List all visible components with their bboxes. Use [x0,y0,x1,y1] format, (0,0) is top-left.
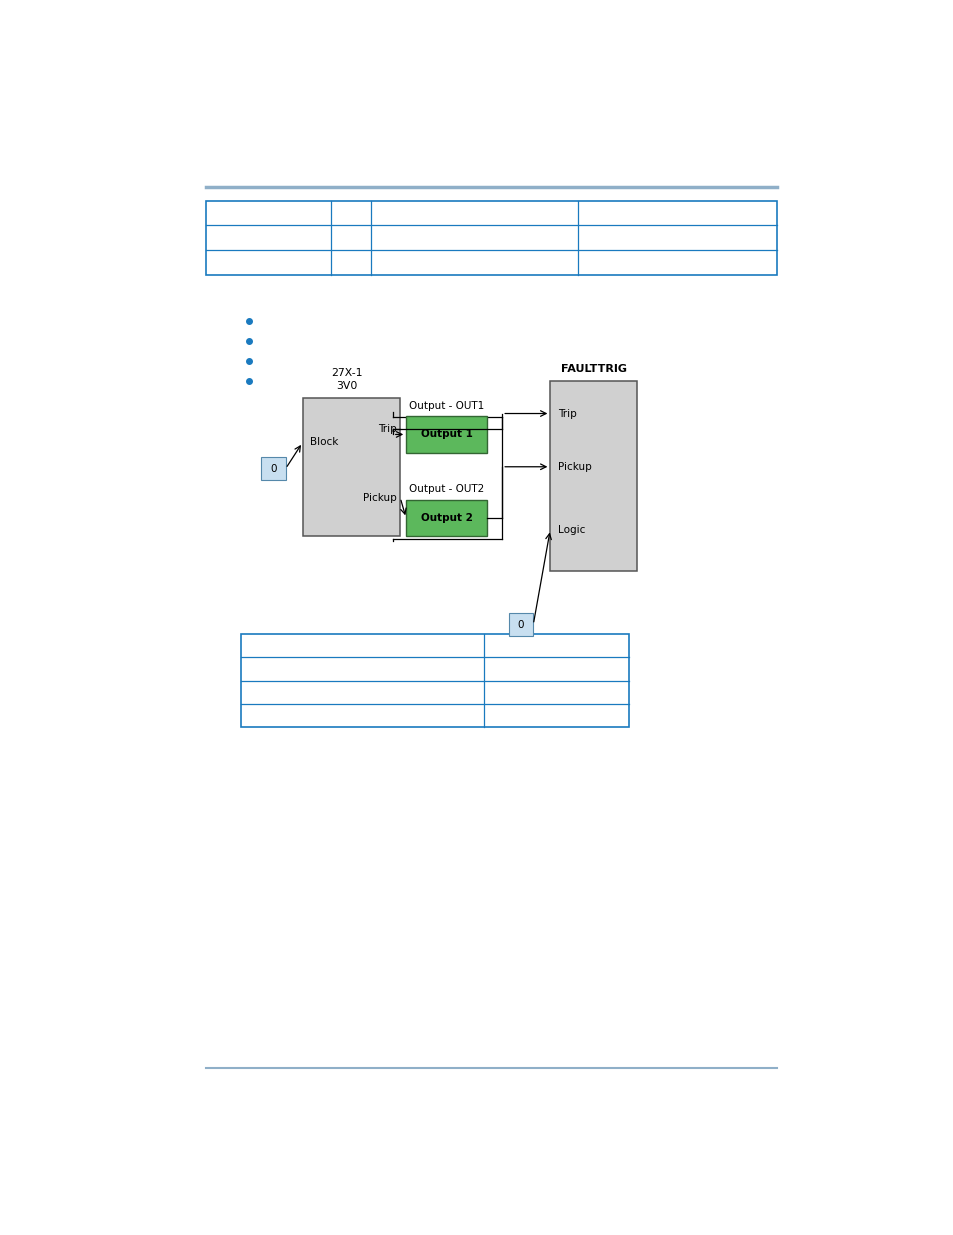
Text: Output 1: Output 1 [420,430,473,440]
Bar [508,614,533,636]
Text: Block: Block [310,437,338,447]
Bar [206,200,777,274]
Bar [406,416,487,452]
Bar [241,634,629,727]
Text: FAULTTRIG: FAULTTRIG [560,363,626,373]
Text: Pickup: Pickup [558,462,591,472]
Text: 0: 0 [517,620,524,630]
Text: Trip: Trip [558,409,576,419]
Text: Output - OUT1: Output - OUT1 [409,400,484,411]
Text: Pickup: Pickup [362,493,396,503]
Bar [406,500,487,536]
Bar [550,382,637,572]
Text: 0: 0 [270,463,276,474]
Text: Output - OUT2: Output - OUT2 [409,484,484,494]
Text: Logic: Logic [558,525,584,535]
Bar [302,399,400,536]
Bar [261,457,285,480]
Text: Output 2: Output 2 [420,513,473,524]
Text: Trip: Trip [377,424,396,433]
Text: 27X-1
3V0: 27X-1 3V0 [331,368,362,390]
